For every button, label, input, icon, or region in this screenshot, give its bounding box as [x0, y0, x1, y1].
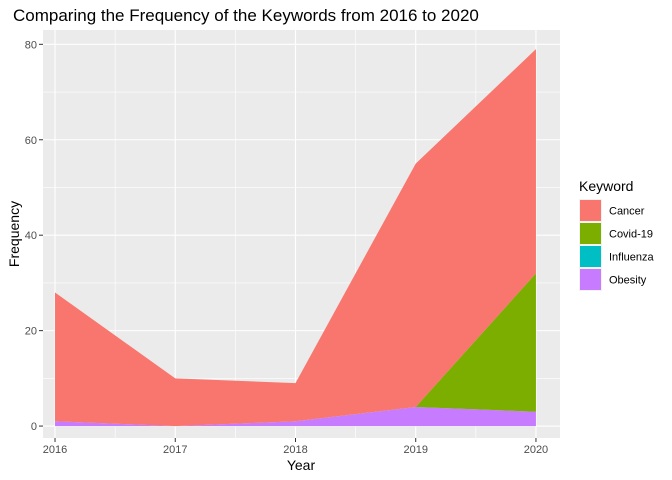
x-axis-title: Year — [287, 457, 316, 473]
area-series-group — [55, 49, 536, 427]
y-tick-label: 20 — [25, 326, 37, 338]
legend-swatch-influenza — [580, 246, 601, 267]
x-tick-label: 2018 — [283, 444, 307, 456]
y-tick-label: 80 — [25, 39, 37, 51]
chart-title: Comparing the Frequency of the Keywords … — [13, 6, 479, 25]
x-tick-label: 2019 — [403, 444, 427, 456]
legend-swatch-obesity — [580, 269, 601, 290]
area-obesity — [55, 406, 536, 427]
y-tick-label: 0 — [31, 421, 37, 433]
legend-label-cancer: Cancer — [609, 206, 645, 218]
x-tick-label: 2020 — [524, 444, 548, 456]
x-axis: 2016 2017 2018 2019 2020 — [43, 438, 548, 456]
y-axis: 0 20 40 60 80 — [25, 39, 43, 433]
legend-swatch-covid-19 — [580, 223, 601, 244]
y-tick-label: 40 — [25, 230, 37, 242]
y-tick-label: 60 — [25, 135, 37, 147]
y-axis-title: Frequency — [6, 201, 22, 267]
legend-label-covid-19: Covid-19 — [609, 229, 653, 241]
legend-label-influenza: Influenza — [609, 252, 655, 264]
x-tick-label: 2017 — [163, 444, 187, 456]
legend-swatch-cancer — [580, 200, 601, 221]
legend-title: Keyword — [579, 178, 633, 194]
legend-label-obesity: Obesity — [609, 275, 647, 287]
x-tick-label: 2016 — [43, 444, 67, 456]
area-cancer — [55, 49, 536, 427]
legend: Keyword Cancer Covid-19 Influenza Obesity — [579, 178, 655, 291]
